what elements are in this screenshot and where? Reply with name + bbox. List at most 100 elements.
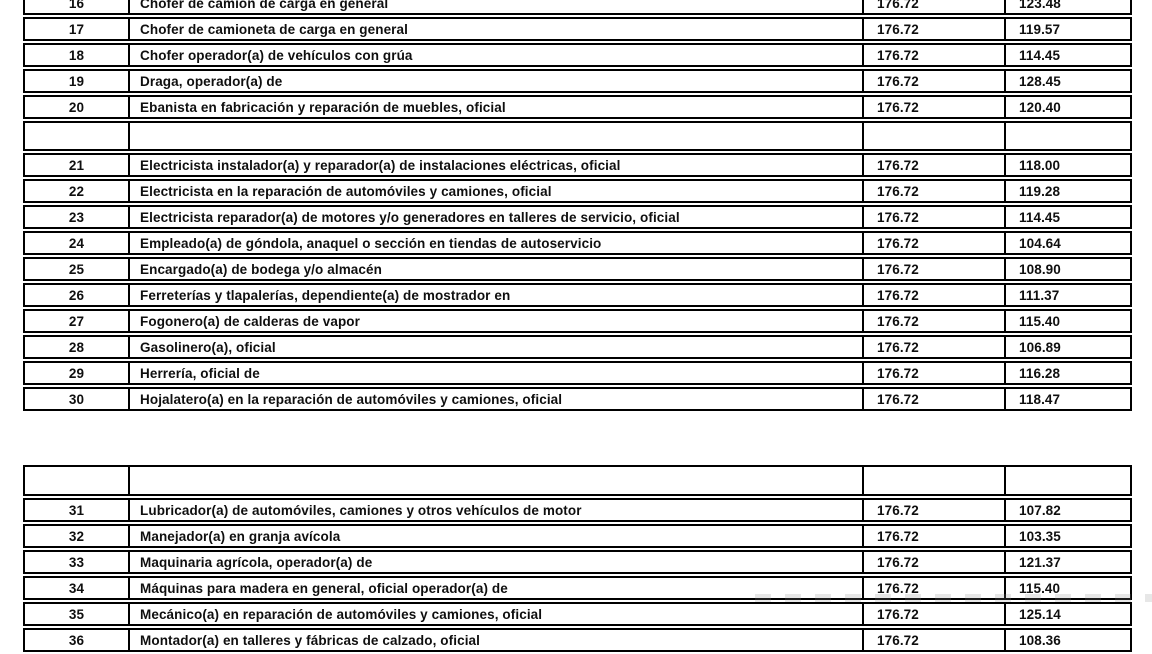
wage-a-cell: 176.72 bbox=[864, 552, 1006, 572]
row-number-cell: 31 bbox=[25, 500, 130, 520]
wage-b-cell: 114.45 bbox=[1019, 209, 1061, 225]
description-cell: Fogonero(a) de calderas de vapor bbox=[130, 311, 864, 331]
description-cell: Draga, operador(a) de bbox=[130, 71, 864, 91]
row-number-cell: 36 bbox=[25, 630, 130, 650]
wage-b-cell: 123.48 bbox=[1019, 0, 1061, 11]
wage-b-cell: 128.45 bbox=[1019, 73, 1061, 89]
row-number-cell: 22 bbox=[25, 181, 130, 201]
wage-a-cell: 176.72 bbox=[864, 526, 1006, 546]
table-row: 18 Chofer operador(a) de vehículos con gr… bbox=[23, 43, 1132, 67]
wage-table-upper: 16 Chofer de camión de carga en general 17… bbox=[23, 0, 1132, 413]
wage-b-cell: 118.47 bbox=[1019, 391, 1061, 407]
description-cell: Maquinaria agrícola, operador(a) de bbox=[130, 552, 864, 572]
wage-a-cell: 176.72 bbox=[864, 389, 1006, 409]
row-number-cell: 26 bbox=[25, 285, 130, 305]
table-row: 32 Manejador(a) en granja avícola 176.72 10… bbox=[23, 524, 1132, 548]
table-row: 23 Electricista reparador(a) de motores y… bbox=[23, 205, 1132, 229]
wage-a-cell: 176.72 bbox=[864, 155, 1006, 175]
row-number-cell: 34 bbox=[25, 578, 130, 598]
description-cell: Ferreterías y tlapalerías, dependiente(a… bbox=[130, 285, 864, 305]
description-cell: Hojalatero(a) en la reparación de automó… bbox=[130, 389, 864, 409]
description-cell: Electricista en la reparación de automóv… bbox=[130, 181, 864, 201]
wage-a-cell: 176.72 bbox=[864, 207, 1006, 227]
wage-a-cell: 176.72 bbox=[864, 233, 1006, 253]
wage-a-cell: 176.72 bbox=[864, 500, 1006, 520]
row-number-cell: 32 bbox=[25, 526, 130, 546]
wage-a-cell: 176.72 bbox=[864, 604, 1006, 624]
wage-b-cell: 121.37 bbox=[1019, 554, 1061, 570]
wage-a-cell: 176.72 bbox=[864, 97, 1006, 117]
table-row: 31 Lubricador(a) de automóviles, camiones… bbox=[23, 498, 1132, 522]
wage-b-cell: 106.89 bbox=[1019, 339, 1061, 355]
description-cell: Chofer de camión de carga en general bbox=[130, 0, 864, 13]
table-row: 26 Ferreterías y tlapalerías, dependiente… bbox=[23, 283, 1132, 307]
wage-b-cell: 115.40 bbox=[1019, 313, 1061, 329]
table-row: 29 Herrería, oficial de 176.72 116.28 bbox=[23, 361, 1132, 385]
row-number-cell: 16 bbox=[25, 0, 130, 13]
description-cell: Ebanista en fabricación y reparación de … bbox=[130, 97, 864, 117]
wage-b-cell: 116.28 bbox=[1019, 365, 1061, 381]
wage-a-cell: 176.72 bbox=[864, 45, 1006, 65]
wage-table-lower: 31 Lubricador(a) de automóviles, camiones… bbox=[23, 465, 1132, 654]
description-cell bbox=[130, 467, 864, 494]
table-row: 30 Hojalatero(a) en la reparación de auto… bbox=[23, 387, 1132, 411]
description-cell: Chofer operador(a) de vehículos con grúa bbox=[130, 45, 864, 65]
description-cell: Empleado(a) de góndola, anaquel o secció… bbox=[130, 233, 864, 253]
table-row: 25 Encargado(a) de bodega y/o almacén 176.… bbox=[23, 257, 1132, 281]
table-row: 27 Fogonero(a) de calderas de vapor 176.72… bbox=[23, 309, 1132, 333]
description-cell: Electricista reparador(a) de motores y/o… bbox=[130, 207, 864, 227]
row-number-cell: 29 bbox=[25, 363, 130, 383]
wage-b-cell bbox=[1006, 467, 1130, 494]
row-number-cell: 18 bbox=[25, 45, 130, 65]
wage-b-cell: 119.28 bbox=[1019, 183, 1061, 199]
description-cell bbox=[130, 123, 864, 149]
wage-a-cell bbox=[864, 123, 1006, 149]
row-number-cell: 24 bbox=[25, 233, 130, 253]
wage-b-cell: 107.82 bbox=[1019, 502, 1061, 518]
row-number-cell: 28 bbox=[25, 337, 130, 357]
wage-a-cell: 176.72 bbox=[864, 0, 1006, 13]
row-number-cell: 21 bbox=[25, 155, 130, 175]
wage-a-cell: 176.72 bbox=[864, 259, 1006, 279]
wage-a-cell bbox=[864, 467, 1006, 494]
table-row: 20 Ebanista en fabricación y reparación d… bbox=[23, 95, 1132, 119]
table-row: 36 Montador(a) en talleres y fábricas de … bbox=[23, 628, 1132, 652]
row-number-cell: 33 bbox=[25, 552, 130, 572]
row-number-cell bbox=[25, 123, 130, 149]
table-row: 35 Mecánico(a) en reparación de automóvil… bbox=[23, 602, 1132, 626]
wage-b-cell: 125.14 bbox=[1019, 606, 1061, 622]
wage-b-cell: 111.37 bbox=[1019, 287, 1060, 303]
wage-a-cell: 176.72 bbox=[864, 630, 1006, 650]
table-row: 28 Gasolinero(a), oficial 176.72 106.89 bbox=[23, 335, 1132, 359]
row-number-cell: 27 bbox=[25, 311, 130, 331]
row-number-cell: 19 bbox=[25, 71, 130, 91]
wage-b-cell: 120.40 bbox=[1019, 99, 1061, 115]
wage-b-cell: 118.00 bbox=[1019, 157, 1061, 173]
wage-b-cell: 119.57 bbox=[1019, 21, 1061, 37]
wage-b-cell: 108.36 bbox=[1019, 632, 1061, 648]
table-row: 33 Maquinaria agrícola, operador(a) de 176… bbox=[23, 550, 1132, 574]
separator-row bbox=[23, 465, 1132, 496]
description-cell: Herrería, oficial de bbox=[130, 363, 864, 383]
description-cell: Manejador(a) en granja avícola bbox=[130, 526, 864, 546]
wage-a-cell: 176.72 bbox=[864, 311, 1006, 331]
description-cell: Mecánico(a) en reparación de automóviles… bbox=[130, 604, 864, 624]
table-row: 17 Chofer de camioneta de carga en genera… bbox=[23, 17, 1132, 41]
wage-a-cell: 176.72 bbox=[864, 19, 1006, 39]
description-cell: Electricista instalador(a) y reparador(a… bbox=[130, 155, 864, 175]
row-number-cell bbox=[25, 467, 130, 494]
wage-a-cell: 176.72 bbox=[864, 71, 1006, 91]
row-number-cell: 35 bbox=[25, 604, 130, 624]
wage-b-cell: 115.40 bbox=[1019, 580, 1061, 596]
table-row: 24 Empleado(a) de góndola, anaquel o secc… bbox=[23, 231, 1132, 255]
table-row: 16 Chofer de camión de carga en general 17… bbox=[23, 0, 1132, 15]
wage-a-cell: 176.72 bbox=[864, 578, 1006, 598]
row-number-cell: 23 bbox=[25, 207, 130, 227]
wage-a-cell: 176.72 bbox=[864, 181, 1006, 201]
wage-b-cell: 103.35 bbox=[1019, 528, 1061, 544]
row-number-cell: 17 bbox=[25, 19, 130, 39]
table-row: 19 Draga, operador(a) de 176.72 128.45 bbox=[23, 69, 1132, 93]
table-row: 21 Electricista instalador(a) y reparador… bbox=[23, 153, 1132, 177]
row-number-cell: 20 bbox=[25, 97, 130, 117]
wage-b-cell: 108.90 bbox=[1019, 261, 1061, 277]
